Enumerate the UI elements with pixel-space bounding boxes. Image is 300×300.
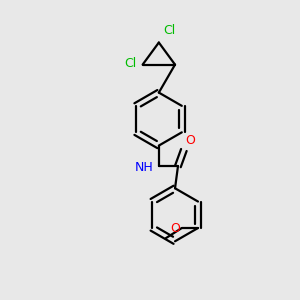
Text: Cl: Cl: [124, 57, 137, 70]
Text: O: O: [185, 134, 195, 147]
Text: NH: NH: [135, 161, 154, 174]
Text: Cl: Cl: [163, 24, 176, 37]
Text: O: O: [170, 221, 180, 235]
